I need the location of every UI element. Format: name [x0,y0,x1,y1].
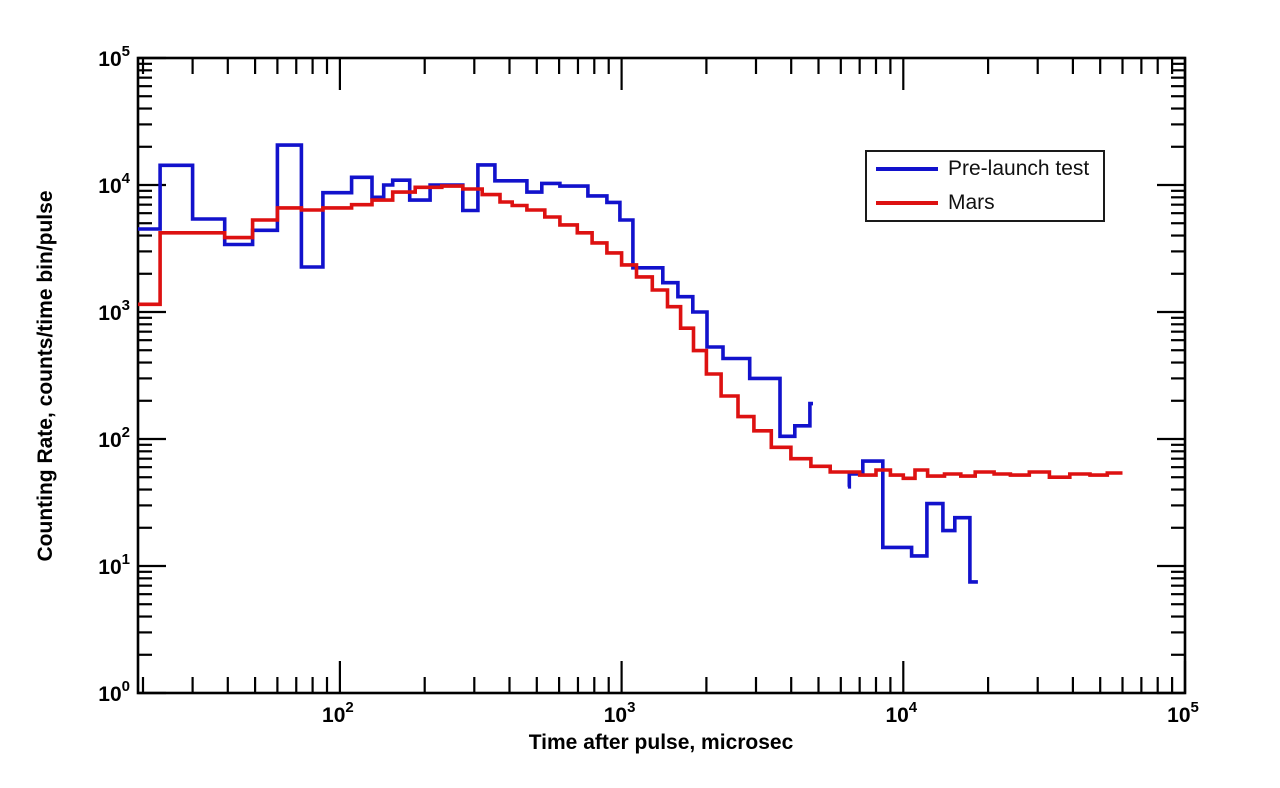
y-tick-label-2: 102 [98,424,130,452]
tick-marks [138,56,1187,695]
y-axis-title: Counting Rate, counts/time bin/pulse [34,190,57,562]
y-tick-label-4: 104 [98,170,130,198]
legend-line-blue [876,167,938,172]
x-tick-label-4: 104 [885,699,917,727]
x-axis-title: Time after pulse, microsec [528,731,794,754]
y-tick-label-5: 105 [98,43,130,71]
y-tick-label-1: 101 [98,551,130,579]
legend-label-pre-launch-test: Pre-launch test [948,157,1090,181]
plot-frame [136,56,1187,695]
y-tick-label-0: 100 [98,678,130,706]
legend: Pre-launch test Mars [865,150,1105,222]
series-mars-segment-0 [138,184,1123,481]
x-tick-label-5: 105 [1167,699,1199,727]
legend-item-pre-launch-test: Pre-launch test [867,153,1103,186]
legend-label-mars: Mars [948,190,995,214]
legend-item-mars: Mars [867,186,1103,219]
series-pre-launch-test-segment-0 [138,143,813,439]
y-tick-label-3: 103 [98,297,130,325]
legend-line-red [876,200,938,205]
x-tick-label-2: 102 [322,699,354,727]
x-tick-label-3: 103 [604,699,636,727]
